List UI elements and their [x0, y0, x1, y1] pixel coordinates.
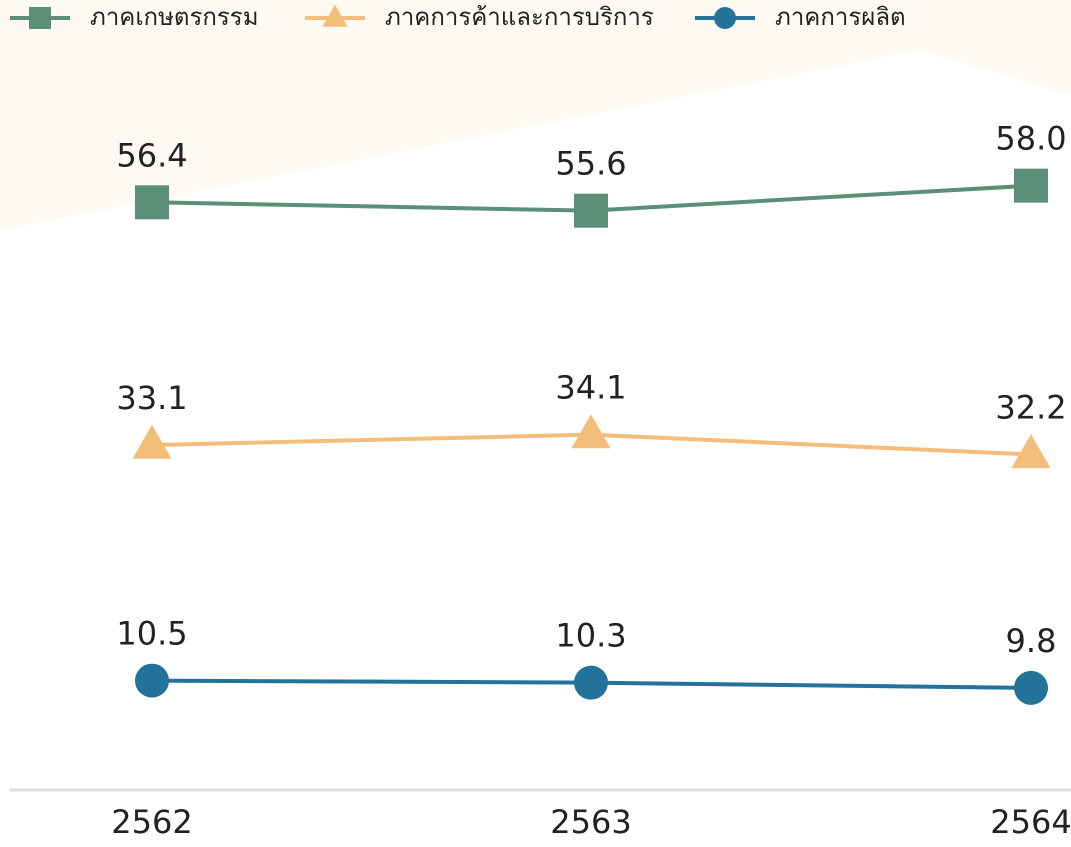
marker-circle: [714, 7, 736, 29]
data-label: 55.6: [555, 145, 626, 183]
legend-label: ภาคการค้าและการบริการ: [385, 3, 654, 31]
data-label: 58.0: [995, 120, 1066, 158]
data-label: 10.3: [555, 617, 626, 655]
marker-triangle: [571, 414, 611, 449]
data-label: 32.2: [995, 388, 1066, 426]
background-shape: [0, 0, 1071, 230]
data-label: 9.8: [1006, 622, 1057, 660]
data-label: 34.1: [555, 369, 626, 407]
marker-square: [1014, 168, 1048, 203]
data-label: 33.1: [116, 379, 187, 417]
marker-square: [135, 185, 169, 220]
marker-triangle: [132, 424, 172, 459]
marker-triangle: [322, 4, 348, 27]
x-tick-label: 2564: [990, 803, 1071, 841]
x-tick-label: 2562: [111, 803, 192, 841]
x-tick-label: 2563: [550, 803, 631, 841]
marker-triangle: [1011, 434, 1051, 469]
marker-square: [574, 193, 608, 228]
legend-label: ภาคเกษตรกรรม: [90, 3, 259, 31]
legend-label: ภาคการผลิต: [775, 3, 906, 31]
data-label: 56.4: [116, 136, 187, 174]
marker-circle: [135, 663, 169, 698]
marker-square: [29, 7, 51, 29]
marker-circle: [1014, 670, 1048, 705]
marker-circle: [574, 665, 608, 700]
data-label: 10.5: [116, 615, 187, 653]
